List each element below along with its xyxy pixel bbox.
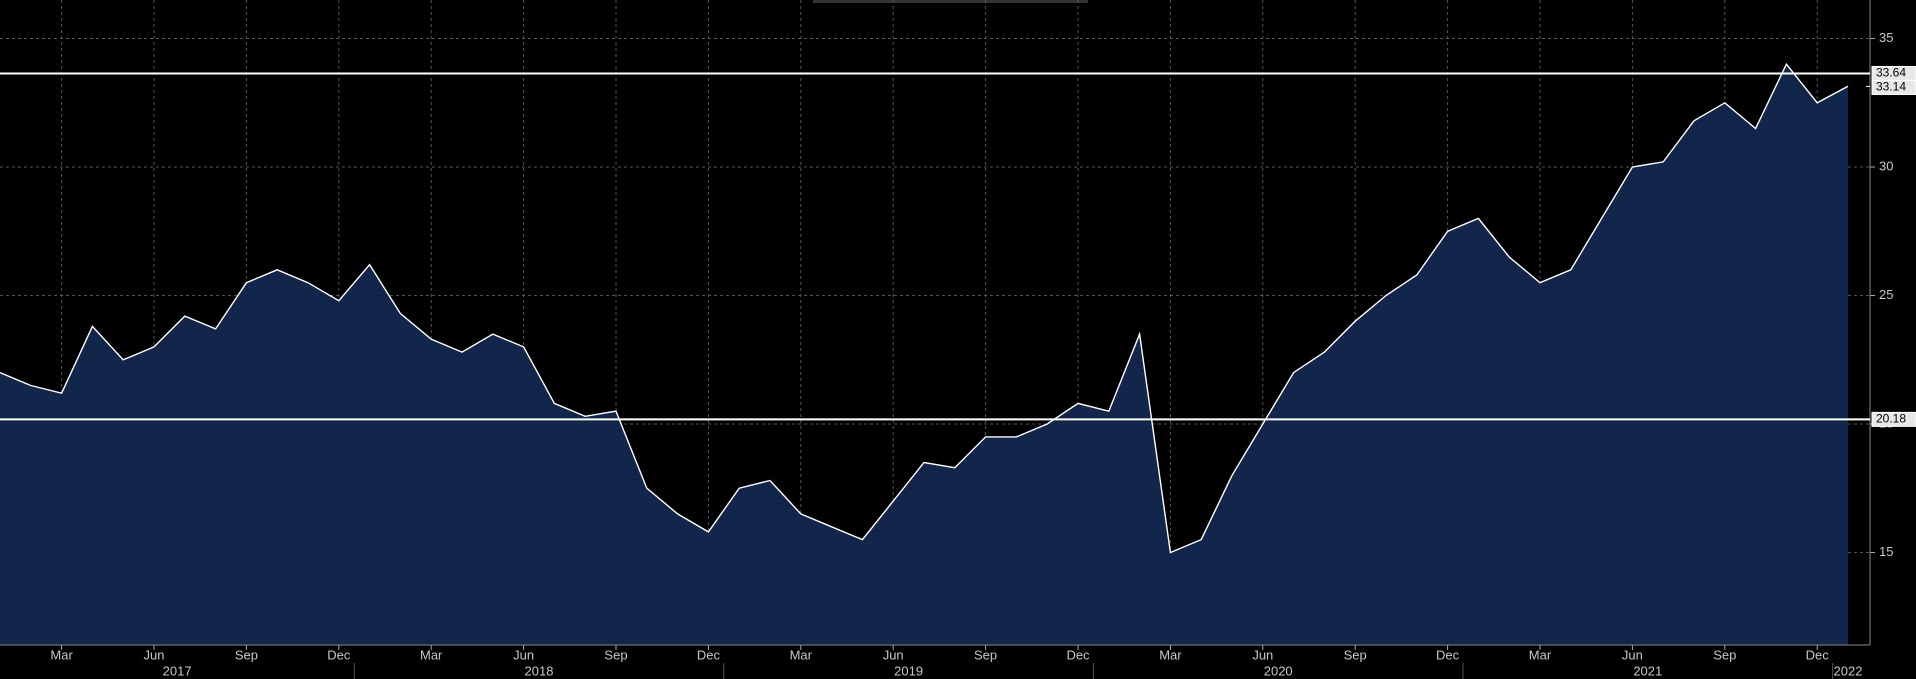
y-tick-label: 25 [1879, 287, 1893, 302]
year-label: 2021 [1633, 663, 1662, 678]
area-fill [0, 64, 1848, 645]
last-value-label: 33.14 [1876, 80, 1906, 94]
x-tick-label: Sep [974, 647, 997, 662]
x-tick-label: Sep [235, 647, 258, 662]
x-tick-label: Mar [1529, 647, 1552, 662]
reference-line-label: 20.18 [1876, 412, 1906, 426]
x-tick-label: Dec [697, 647, 721, 662]
x-tick-label: Mar [50, 647, 73, 662]
top-bar [813, 0, 1088, 3]
x-tick-label: Dec [1436, 647, 1460, 662]
x-tick-label: Mar [420, 647, 443, 662]
year-label: 2022 [1834, 663, 1863, 678]
y-tick-label: 35 [1879, 30, 1893, 45]
x-tick-label: Jun [144, 647, 165, 662]
x-tick-label: Dec [1066, 647, 1090, 662]
x-tick-label: Sep [1713, 647, 1736, 662]
x-tick-label: Dec [1806, 647, 1830, 662]
x-tick-label: Sep [1344, 647, 1367, 662]
x-tick-label: Sep [604, 647, 627, 662]
price-line [0, 62, 1849, 554]
reference-line-label: 33.64 [1876, 66, 1906, 80]
reference-line-label-box [1871, 65, 1916, 81]
x-tick-label: Mar [790, 647, 813, 662]
year-label: 2017 [163, 663, 192, 678]
y-tick-label: 15 [1879, 544, 1893, 559]
x-tick-label: Dec [327, 647, 351, 662]
x-tick-label: Jun [1622, 647, 1643, 662]
x-tick-label: Jun [513, 647, 534, 662]
year-label: 2020 [1264, 663, 1293, 678]
x-tick-label: Mar [1159, 647, 1182, 662]
year-label: 2018 [525, 663, 554, 678]
x-tick-label: Jun [883, 647, 904, 662]
year-label: 2019 [894, 663, 923, 678]
x-tick-label: Jun [1252, 647, 1273, 662]
reference-line-label-box [1871, 411, 1916, 427]
y-tick-label: 30 [1879, 158, 1893, 173]
